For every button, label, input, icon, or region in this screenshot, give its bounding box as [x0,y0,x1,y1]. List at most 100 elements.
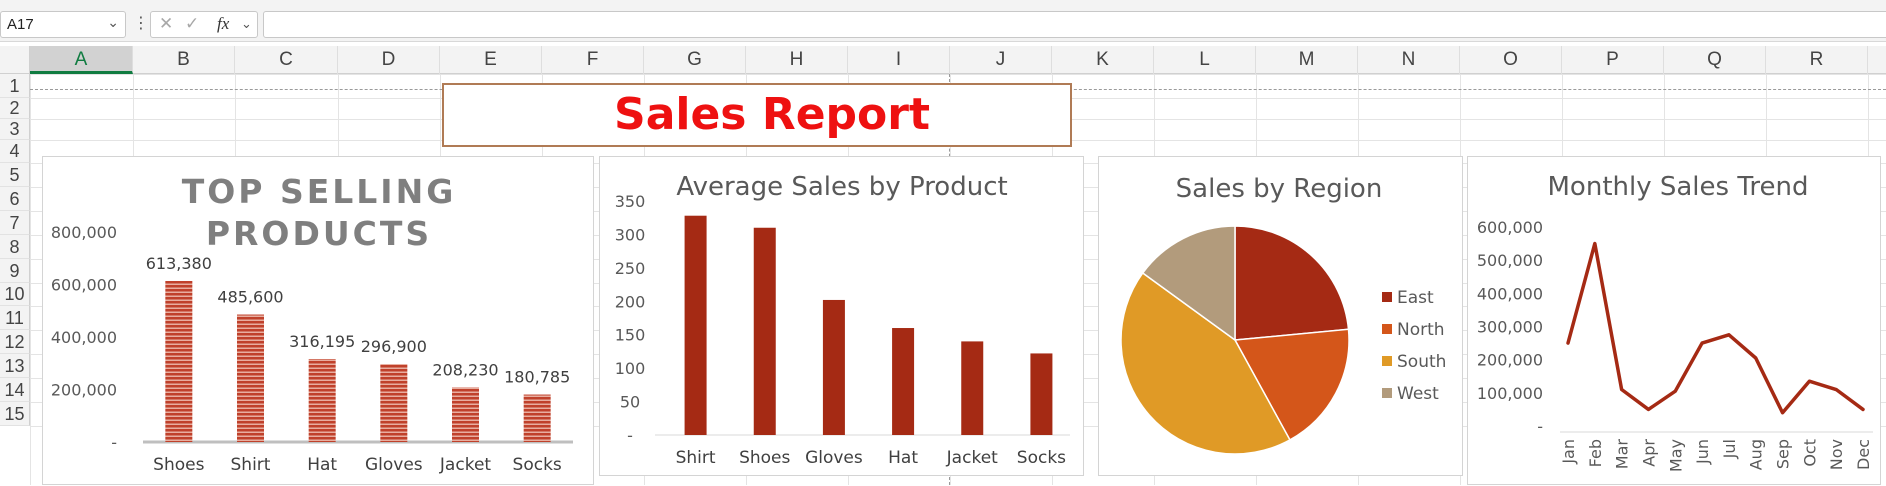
more-options-icon[interactable]: ⋮ [133,15,149,32]
legend-label: West [1397,384,1439,404]
y-tick-label: 800,000 [51,223,117,242]
row-header[interactable]: 8 [0,235,30,259]
pie-slice-east [1234,225,1350,341]
y-tick-label: - [111,433,117,452]
row-header[interactable]: 6 [0,187,30,211]
row-header[interactable]: 14 [0,378,30,402]
select-all-corner[interactable] [0,46,30,74]
y-tick-label: 300 [615,225,646,244]
column-header[interactable]: J [950,46,1052,74]
average-sales-chart[interactable]: Average Sales by Product - 50 100 150 200 250 3… [599,156,1084,476]
row-header[interactable]: 10 [0,283,30,306]
y-tick-label: - [1537,417,1543,436]
insert-function-icon[interactable]: fx [217,14,230,33]
y-tick-label: 600,000 [51,276,117,295]
category-label: Socks [513,455,562,475]
top-selling-products-chart[interactable]: TOP SELLING PRODUCTS - 200,000 400,000 600,00… [42,156,594,485]
y-tick-label: 600,000 [1477,218,1543,237]
column-header[interactable]: R [1766,46,1868,74]
column-header[interactable]: I [848,46,950,74]
legend-swatch [1382,388,1392,398]
column-header[interactable]: A [30,46,133,74]
legend-swatch [1382,324,1392,334]
chart-title: Monthly Sales Trend [1548,172,1809,202]
formula-controls: ✕ ✓ fx ⌄ [150,11,258,38]
row-header[interactable]: 2 [0,98,30,119]
legend-swatch [1382,292,1392,302]
month-label: Jul [1720,439,1739,459]
column-header[interactable]: B [133,46,235,74]
row-header[interactable]: 12 [0,330,30,354]
column-header[interactable]: E [440,46,542,74]
cancel-icon[interactable]: ✕ [159,14,174,33]
month-label: Sep [1774,439,1793,469]
category-label: Socks [1017,448,1066,468]
column-header[interactable]: Q [1664,46,1766,74]
month-label: Feb [1586,439,1605,467]
month-label: Aug [1747,439,1766,470]
bar-shirt [237,314,264,442]
month-label: May [1666,439,1685,472]
row-header[interactable]: 7 [0,211,30,235]
category-label: Gloves [805,448,863,468]
column-header[interactable]: O [1460,46,1562,74]
chevron-down-icon[interactable]: ⌄ [241,16,252,31]
data-label: 485,600 [217,288,283,307]
data-label: 208,230 [432,360,498,379]
sales-by-region-chart-svg: Sales by Region East North South West [1120,174,1446,455]
monthly-sales-trend-chart[interactable]: Monthly Sales Trend - 100,000 200,000 300,00… [1467,156,1881,485]
row-header[interactable]: 1 [0,74,30,98]
bar-shoes [165,280,193,442]
bar-jacket [452,387,479,442]
row-header[interactable]: 5 [0,163,30,187]
category-label: Gloves [365,455,423,475]
row-header[interactable]: 13 [0,354,30,378]
column-header[interactable]: N [1358,46,1460,74]
column-header[interactable]: F [542,46,644,74]
y-tick-label: 400,000 [1477,284,1543,303]
formula-input[interactable] [263,11,1886,38]
month-label: Apr [1639,439,1658,467]
column-header[interactable]: G [644,46,746,74]
category-label: Jacket [946,448,998,468]
name-box[interactable]: A17 ⌄ [0,11,126,38]
sales-by-region-chart[interactable]: Sales by Region East North South West [1098,156,1463,476]
y-tick-label: 350 [615,192,646,211]
row-header[interactable]: 3 [0,119,30,140]
bar-socks [1030,353,1053,435]
column-header[interactable]: K [1052,46,1154,74]
month-label: Oct [1800,439,1819,467]
column-header[interactable]: H [746,46,848,74]
month-label: Dec [1854,439,1873,470]
row-header[interactable]: 9 [0,259,30,283]
legend-label: South [1397,352,1446,372]
row-gridline [30,74,1886,75]
category-label: Hat [888,448,918,468]
column-header[interactable]: C [235,46,338,74]
category-label: Jacket [439,455,491,475]
report-title-box[interactable]: Sales Report [442,83,1072,147]
bar-gloves [822,299,845,435]
column-header[interactable]: D [338,46,440,74]
column-header[interactable]: M [1256,46,1358,74]
y-tick-label: 500,000 [1477,251,1543,270]
column-gridline [30,74,31,485]
bar-shirt [684,215,707,435]
column-header[interactable]: P [1562,46,1664,74]
legend-label: East [1397,288,1434,308]
row-header[interactable]: 4 [0,140,30,163]
row-header[interactable]: 11 [0,306,30,330]
pie-slice-south [1120,271,1291,455]
y-tick-label: 200 [615,292,646,311]
category-label: Shoes [153,455,204,475]
chart-title: Sales by Region [1176,174,1383,204]
check-icon[interactable]: ✓ [185,14,200,33]
bar-hat [892,328,915,435]
chevron-down-icon[interactable]: ⌄ [107,14,119,30]
column-header[interactable]: L [1154,46,1256,74]
bar-gloves [380,364,408,442]
y-tick-label: - [627,426,633,445]
report-title: Sales Report [614,89,930,140]
row-header[interactable]: 15 [0,402,30,426]
